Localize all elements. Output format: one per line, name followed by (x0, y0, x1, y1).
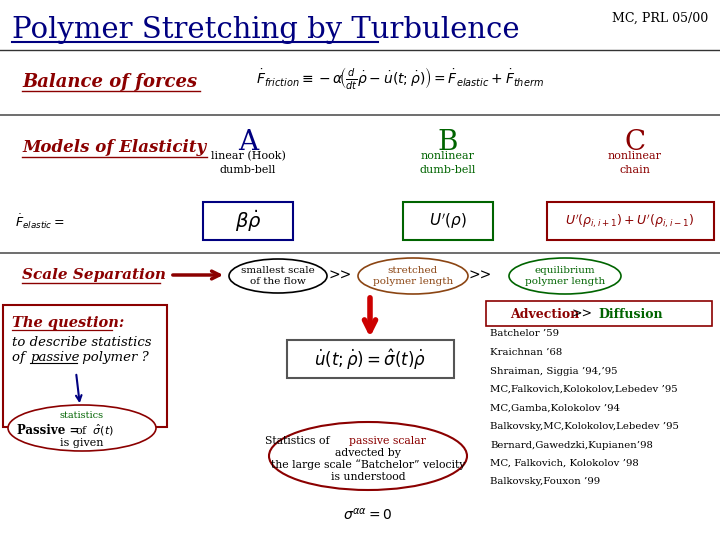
Ellipse shape (358, 258, 468, 294)
Text: MC,Falkovich,Kolokolov,Lebedev ’95: MC,Falkovich,Kolokolov,Lebedev ’95 (490, 385, 678, 394)
Text: linear (Hook)
dumb-bell: linear (Hook) dumb-bell (210, 151, 285, 175)
Text: Statistics of: Statistics of (265, 436, 333, 446)
FancyBboxPatch shape (3, 305, 167, 427)
Text: C: C (624, 130, 646, 157)
Text: $\sigma^{\alpha\alpha} = 0$: $\sigma^{\alpha\alpha} = 0$ (343, 507, 392, 523)
Text: passive scalar: passive scalar (349, 436, 426, 446)
Ellipse shape (8, 405, 156, 451)
Ellipse shape (509, 258, 621, 294)
Text: to describe statistics: to describe statistics (12, 336, 151, 349)
Text: of: of (12, 352, 29, 365)
Ellipse shape (229, 259, 327, 293)
Text: Passive =: Passive = (17, 423, 79, 436)
Text: Kraichnan ’68: Kraichnan ’68 (490, 348, 562, 357)
Text: passive: passive (30, 352, 79, 365)
Text: polymer ?: polymer ? (78, 352, 149, 365)
Text: Advection: Advection (510, 307, 580, 321)
Ellipse shape (269, 422, 467, 490)
Text: Balkovsky,Fouxon ’99: Balkovsky,Fouxon ’99 (490, 477, 600, 487)
Text: >>: >> (469, 269, 492, 283)
Text: A: A (238, 130, 258, 157)
Text: B: B (438, 130, 458, 157)
Text: Balance of forces: Balance of forces (22, 73, 197, 91)
Text: is given: is given (60, 438, 104, 448)
Text: of  $\hat{\sigma}(t)$: of $\hat{\sigma}(t)$ (75, 422, 114, 438)
Text: Balkovsky,MC,Kolokolov,Lebedev ’95: Balkovsky,MC,Kolokolov,Lebedev ’95 (490, 422, 679, 431)
Text: equilibrium
polymer length: equilibrium polymer length (525, 266, 605, 286)
Text: statistics: statistics (60, 410, 104, 420)
Text: $\dot{F}_{elastic} =$: $\dot{F}_{elastic} =$ (15, 213, 65, 231)
FancyBboxPatch shape (287, 340, 454, 378)
Text: Scale Separation: Scale Separation (22, 268, 166, 282)
Text: >>: >> (328, 269, 351, 283)
Text: advected by: advected by (335, 448, 401, 458)
Text: MC,Gamba,Kolokolov ’94: MC,Gamba,Kolokolov ’94 (490, 403, 620, 413)
Text: MC, Falkovich, Kolokolov ’98: MC, Falkovich, Kolokolov ’98 (490, 459, 639, 468)
FancyBboxPatch shape (403, 202, 493, 240)
Text: Bernard,Gawedzki,Kupianen’98: Bernard,Gawedzki,Kupianen’98 (490, 441, 653, 449)
Text: Diffusion: Diffusion (598, 307, 662, 321)
Text: nonlinear
dumb-bell: nonlinear dumb-bell (420, 151, 476, 175)
Text: MC, PRL 05/00: MC, PRL 05/00 (612, 11, 708, 24)
FancyBboxPatch shape (547, 202, 714, 240)
Text: >>: >> (572, 307, 593, 321)
Text: Shraiman, Siggia ’94,’95: Shraiman, Siggia ’94,’95 (490, 367, 618, 375)
Text: Models of Elasticity: Models of Elasticity (22, 139, 206, 157)
FancyBboxPatch shape (486, 301, 712, 326)
FancyBboxPatch shape (203, 202, 293, 240)
Text: is understood: is understood (330, 472, 405, 482)
Text: stretched
polymer length: stretched polymer length (373, 266, 453, 286)
Text: $\dot{F}_{friction} \equiv -\alpha\!\left(\frac{d}{dt}\dot{\rho}- \dot{u}(t;\dot: $\dot{F}_{friction} \equiv -\alpha\!\lef… (256, 65, 544, 91)
Text: Batchelor ’59: Batchelor ’59 (490, 329, 559, 339)
Text: nonlinear
chain: nonlinear chain (608, 151, 662, 175)
Text: smallest scale
of the flow: smallest scale of the flow (241, 266, 315, 286)
Text: Polymer Stretching by Turbulence: Polymer Stretching by Turbulence (12, 16, 520, 44)
Text: the large scale “Batchelor” velocity: the large scale “Batchelor” velocity (271, 460, 465, 470)
Text: $\dot{u}(t;\dot{\rho}) = \hat{\sigma}(t)\dot{\rho}$: $\dot{u}(t;\dot{\rho}) = \hat{\sigma}(t)… (314, 348, 426, 372)
Text: $U'(\rho)$: $U'(\rho)$ (429, 211, 467, 231)
Text: $U'(\rho_{i,i+1})+U'(\rho_{i,i-1})$: $U'(\rho_{i,i+1})+U'(\rho_{i,i-1})$ (565, 212, 695, 230)
Text: The question:: The question: (12, 316, 125, 330)
Text: $\beta\dot{\rho}$: $\beta\dot{\rho}$ (235, 208, 261, 234)
